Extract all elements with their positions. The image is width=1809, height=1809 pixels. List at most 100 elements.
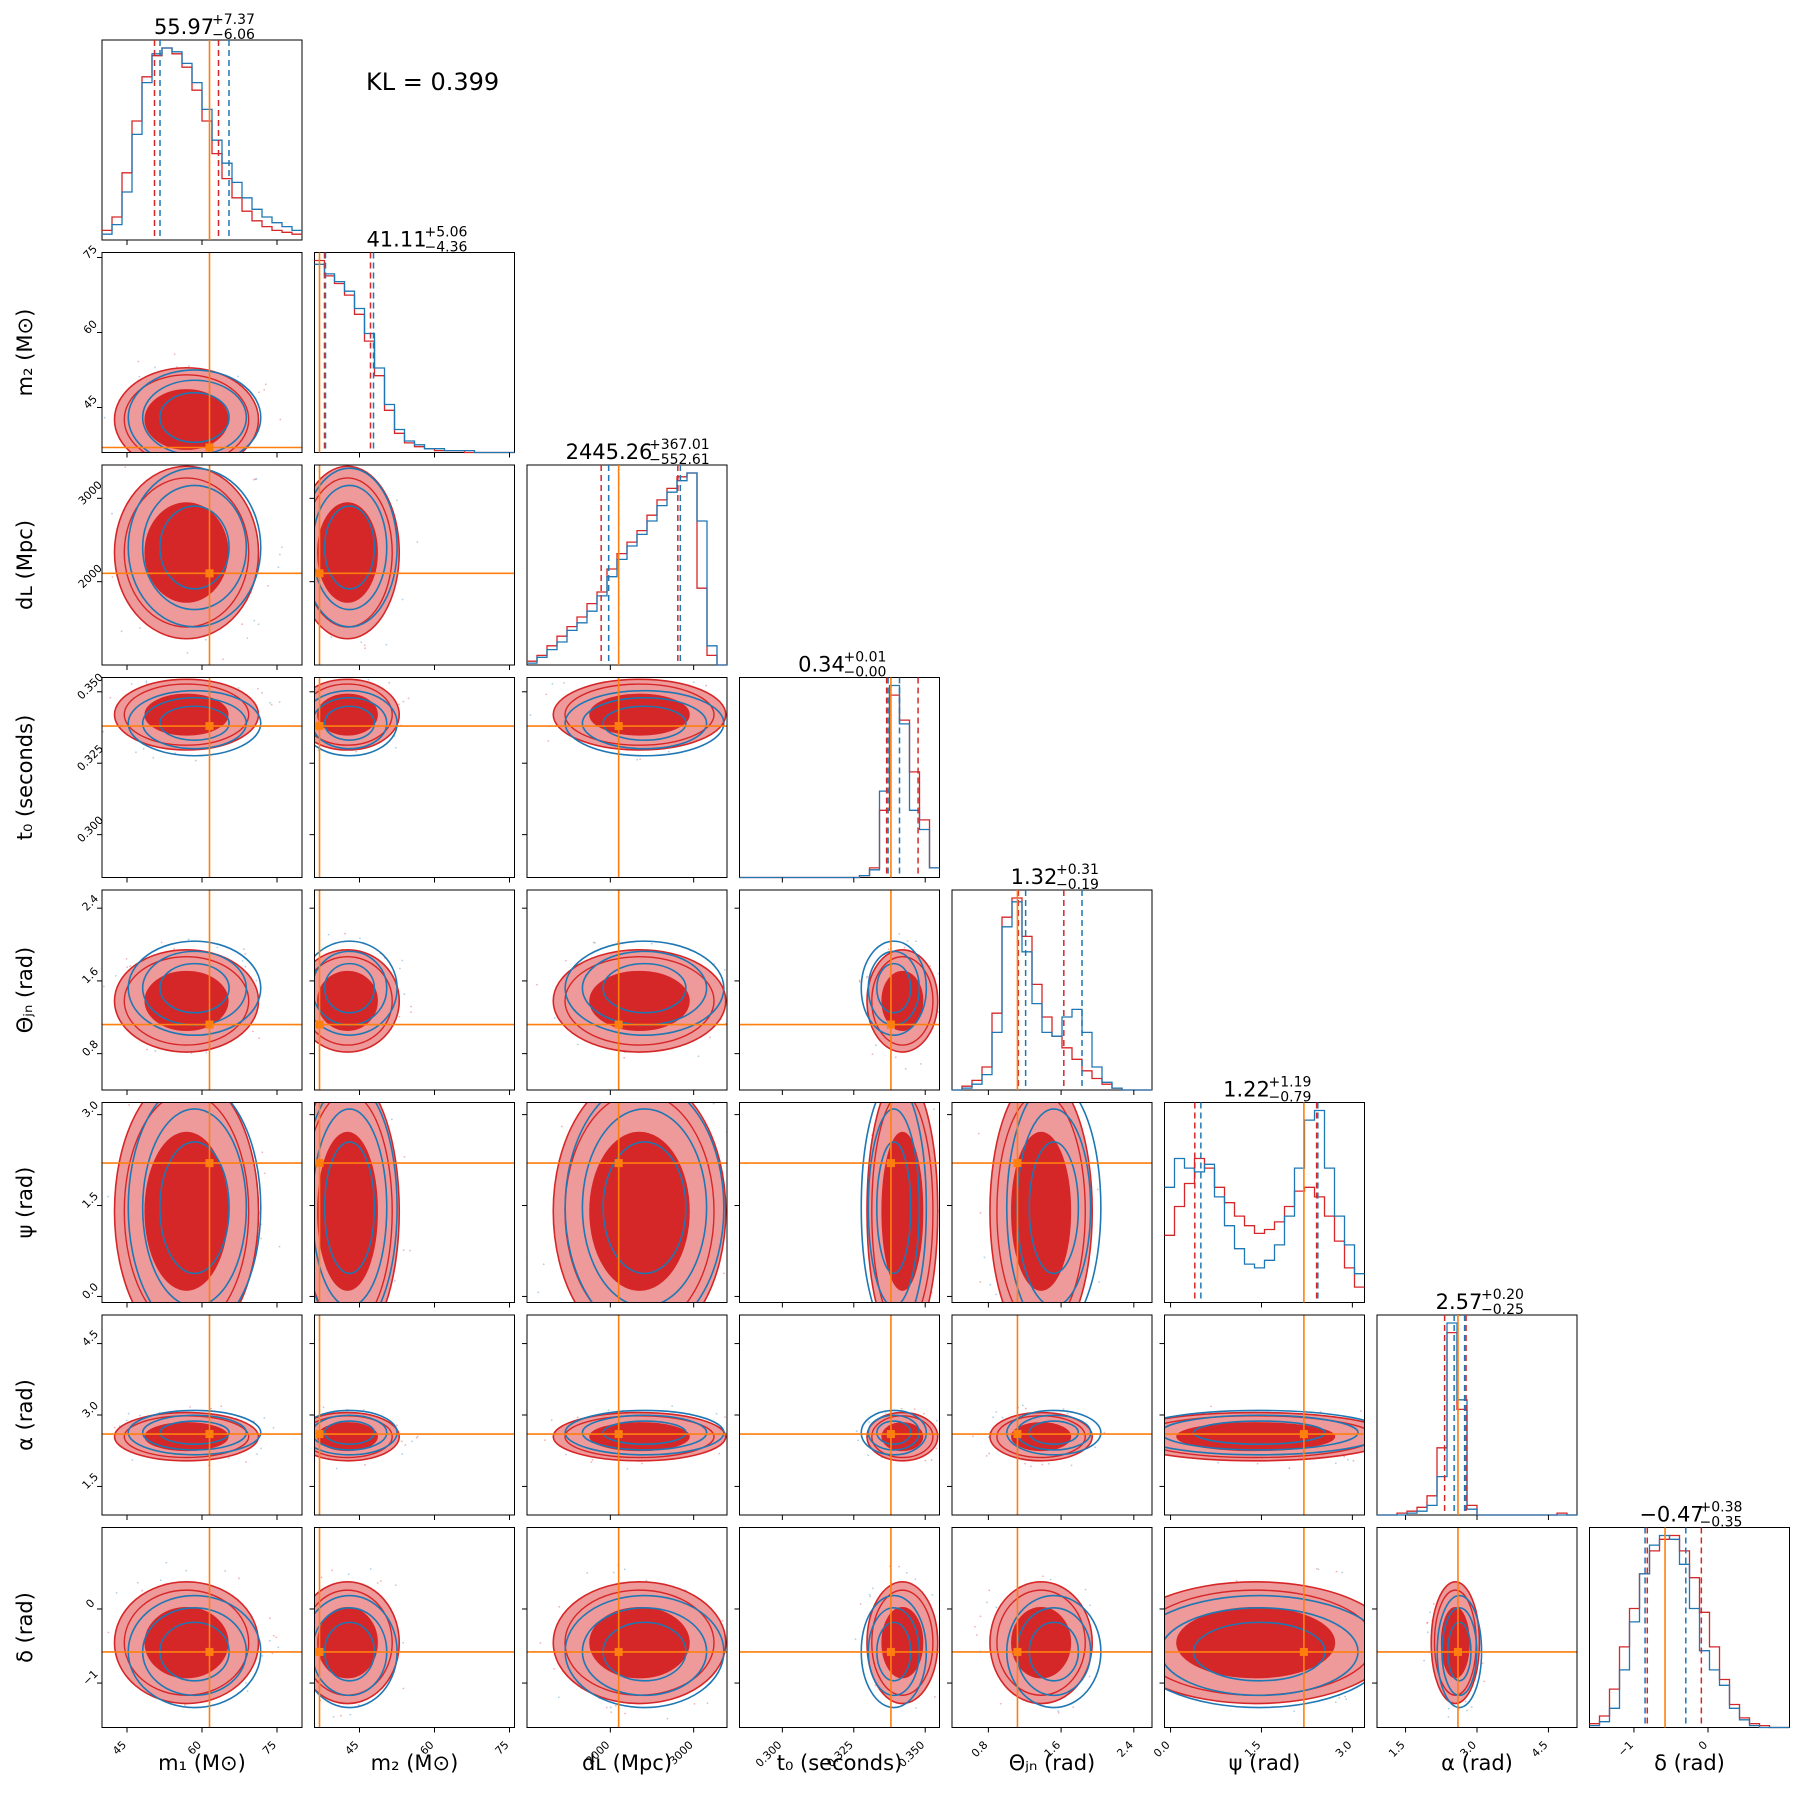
scatter-point xyxy=(974,1625,976,1628)
scatter-point xyxy=(294,691,296,693)
scatter-point xyxy=(874,1684,877,1687)
scatter-point xyxy=(905,1571,908,1574)
y-tick-label: 3.0 xyxy=(80,1399,102,1421)
diag-panel-alpha: 2.57+0.20−0.25 xyxy=(1376,1287,1578,1516)
scatter-point xyxy=(884,1055,886,1057)
contour-blue-0 xyxy=(564,1409,725,1456)
y-tick-label: 1.5 xyxy=(80,1470,102,1492)
hist-blue-dL xyxy=(527,472,727,666)
hist-blue-alpha xyxy=(1377,1322,1577,1516)
scatter-point xyxy=(1066,1412,1069,1415)
contour-red-inner xyxy=(589,970,690,1031)
truth-marker xyxy=(205,1647,214,1656)
scatter-point xyxy=(215,1339,217,1341)
y-axis-label-dL: dʟ (Mpc) xyxy=(13,520,37,610)
x-tick-label: 3.0 xyxy=(1333,1738,1355,1760)
scatter-point xyxy=(990,1091,992,1093)
scatter-point xyxy=(222,658,224,661)
hist-red-psi xyxy=(1164,1157,1365,1288)
scatter-point xyxy=(173,947,176,950)
x-axis-label-psi: ψ (rad) xyxy=(1229,1751,1301,1775)
scatter-point xyxy=(858,980,861,983)
truth-marker xyxy=(205,1430,214,1439)
scatter-point xyxy=(416,540,419,543)
scatter-point xyxy=(415,1436,418,1439)
scatter-point xyxy=(107,1631,110,1634)
scatter-point xyxy=(323,671,325,673)
panel-frame xyxy=(314,1527,515,1728)
scatter-point xyxy=(341,1347,343,1349)
diag-panel-dL: 2445.26+367.01−552.61 xyxy=(526,437,728,666)
scatter-point xyxy=(144,1070,146,1072)
scatter-point xyxy=(1352,1459,1355,1462)
contour-red-inner xyxy=(144,1422,229,1452)
scatter-point xyxy=(116,1305,118,1307)
truth-marker xyxy=(1299,1430,1308,1439)
y-tick-label: 0.300 xyxy=(75,814,106,845)
scatter-point xyxy=(614,1704,617,1707)
scatter-point xyxy=(1375,1629,1377,1631)
scatter-point xyxy=(855,1430,858,1432)
scatter-point xyxy=(269,701,271,704)
scatter-point xyxy=(1379,1675,1381,1677)
scatter-point xyxy=(944,1276,946,1278)
truth-marker xyxy=(315,1020,324,1029)
contour-blue-1 xyxy=(141,1108,248,1303)
scatter-point xyxy=(867,1454,870,1457)
scatter-point xyxy=(304,1441,306,1443)
contour-blue-2 xyxy=(1192,1420,1326,1445)
scatter-point xyxy=(125,957,128,960)
title-plus-delta: +0.38 xyxy=(1700,1500,1743,1516)
contour-red-mid xyxy=(123,374,250,453)
panel-m2-theta_jn xyxy=(314,889,515,1091)
contour-red-inner xyxy=(589,1131,690,1291)
contour-blue-0 xyxy=(860,1102,928,1303)
truth-marker xyxy=(315,1159,324,1168)
scatter-point xyxy=(727,999,729,1001)
contour-blue-0 xyxy=(127,467,262,628)
scatter-point xyxy=(407,697,410,700)
y-tick-label: 3.0 xyxy=(80,1099,102,1121)
scatter-point xyxy=(1036,1385,1038,1387)
scatter-point xyxy=(1142,1443,1144,1445)
scatter-point xyxy=(642,672,644,674)
scatter-point xyxy=(1003,1311,1005,1313)
scatter-point xyxy=(1103,1431,1106,1434)
y-tick-label: 45 xyxy=(81,393,100,412)
scatter-point xyxy=(332,1715,335,1718)
scatter-point xyxy=(1020,1328,1022,1330)
contour-blue-2 xyxy=(602,705,687,741)
contour-red-inner xyxy=(881,1131,924,1291)
scatter-point xyxy=(1123,1417,1125,1419)
scatter-point xyxy=(529,714,532,716)
scatter-point xyxy=(254,478,257,481)
scatter-point xyxy=(560,1125,563,1128)
truth-marker xyxy=(1453,1647,1462,1656)
title-dL: 2445.26 xyxy=(566,440,653,464)
contour-red-inner xyxy=(317,970,378,1031)
truth-marker xyxy=(205,1159,214,1168)
panel-m1-alpha xyxy=(101,1314,303,1516)
scatter-point xyxy=(553,1667,555,1670)
scatter-point xyxy=(715,1412,718,1415)
scatter-point xyxy=(244,965,247,968)
scatter-point xyxy=(396,1424,398,1427)
scatter-point xyxy=(558,1605,561,1608)
scatter-point xyxy=(995,1293,998,1296)
scatter-point xyxy=(724,1416,726,1419)
scatter-point xyxy=(308,1450,310,1452)
scatter-point xyxy=(321,1079,323,1081)
y-tick-label: 0.350 xyxy=(75,671,106,702)
scatter-point xyxy=(251,1030,254,1033)
scatter-point xyxy=(240,674,242,676)
scatter-point xyxy=(1094,1446,1097,1449)
truth-marker xyxy=(315,569,324,578)
scatter-point xyxy=(623,1568,626,1571)
scatter-point xyxy=(1084,1588,1087,1591)
scatter-point xyxy=(264,383,267,386)
truth-marker xyxy=(886,1647,895,1656)
scatter-point xyxy=(311,1662,313,1664)
scatter-point xyxy=(904,1067,907,1070)
contour-blue-1 xyxy=(314,484,388,611)
panel-frame xyxy=(1164,1527,1365,1728)
